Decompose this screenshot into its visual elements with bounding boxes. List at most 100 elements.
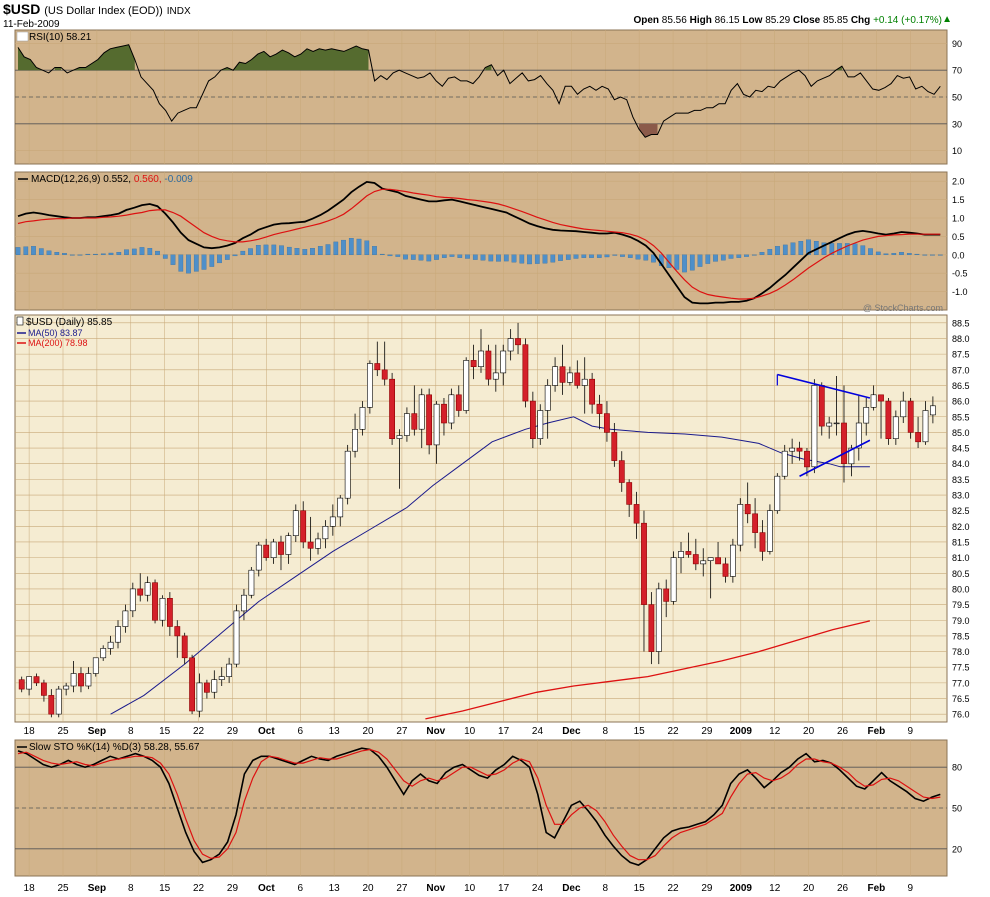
macd-histogram-bar [519, 254, 525, 264]
macd-histogram-bar [100, 253, 106, 255]
macd-histogram-bar [441, 254, 447, 258]
watermark: @ StockCharts.com [863, 303, 943, 313]
macd-histogram-bar [620, 254, 625, 257]
macd-histogram-bar [317, 246, 323, 255]
x-tick-label: 22 [193, 726, 205, 737]
x-tick-label: 10 [464, 883, 476, 894]
macd-histogram-bar [379, 253, 385, 255]
x-tick-label: 15 [159, 726, 171, 737]
candle-up [196, 682, 203, 712]
candle-down [189, 657, 195, 712]
rsi-overbought-area [485, 64, 492, 71]
candle-down [307, 541, 314, 549]
bottom-x-axis: 18 25 Sep 8 15 22 29 Oct 6 13 20 27 Nov 10 17 24 Dec 8 15 2… [24, 883, 914, 894]
macd-histogram-bar [116, 252, 122, 255]
x-tick-label: 6 [297, 726, 303, 737]
close-label: Close [793, 15, 821, 26]
candle-up [55, 688, 62, 715]
exchange-label: INDX [166, 6, 191, 17]
x-tick-label: 18 [24, 883, 36, 894]
x-tick-label: Feb [868, 726, 886, 737]
macd-histogram-bar [372, 246, 377, 255]
macd-histogram-bar [844, 243, 850, 255]
rsi-overbought-area [18, 47, 43, 71]
macd-histogram-bar [713, 254, 718, 262]
candle-down [648, 604, 655, 652]
x-tick-label: 22 [193, 883, 205, 894]
candle-down [603, 413, 610, 433]
macd-histogram-bar [589, 254, 594, 258]
candle-up [270, 541, 277, 558]
rsi-legend-swatch [16, 31, 29, 42]
macd-histogram-bar [635, 254, 641, 260]
candle-down [589, 378, 595, 405]
candle-down [389, 378, 395, 440]
candle-up [544, 385, 551, 411]
y-tick-label: 88.0 [952, 334, 970, 344]
macd-histogram-bar [697, 254, 703, 267]
ma200-line [425, 620, 871, 720]
candle-up [344, 450, 351, 499]
candle-down [174, 626, 181, 637]
x-tick-label: 8 [602, 726, 608, 737]
macd-histogram-bar [798, 241, 804, 255]
y-tick-label: 84.0 [952, 459, 970, 469]
macd-histogram-bar [302, 249, 308, 255]
candle-up [85, 673, 92, 687]
low-label: Low [742, 15, 763, 26]
macd-histogram-bar [93, 253, 98, 255]
macd-histogram-bar [705, 254, 711, 264]
candle-down [137, 588, 144, 596]
x-tick-label: 8 [602, 883, 608, 894]
stoch-d-line [17, 748, 941, 861]
y-tick-label: 83.5 [952, 475, 970, 485]
candle-up [581, 378, 588, 386]
macd-histogram-bar [821, 242, 827, 255]
y-tick-label: 80.0 [952, 584, 970, 594]
macd-histogram-bar [108, 252, 114, 255]
y-tick-label: 88.5 [952, 318, 970, 328]
y-tick-label: 79.0 [952, 616, 970, 626]
candle-up [292, 510, 299, 537]
candle-up [144, 582, 151, 596]
candle-up [774, 475, 781, 511]
rsi-overbought-area [220, 46, 369, 71]
x-tick-label: 26 [837, 726, 849, 737]
y-tick-label: 78.0 [952, 647, 970, 657]
candle-down [167, 597, 173, 627]
candle-up [122, 610, 129, 627]
macd-histogram-bar [883, 253, 889, 255]
candle-down [78, 673, 84, 687]
x-tick-label: 13 [329, 726, 341, 737]
candle-up [507, 338, 514, 352]
candle-down [878, 394, 884, 402]
y-tick-label: 77.5 [952, 663, 970, 673]
ma50-line [110, 416, 870, 715]
candle-up [337, 497, 344, 518]
candle-down [515, 338, 521, 346]
macd-histogram-bar [449, 254, 455, 257]
candle-up [418, 394, 425, 430]
candle-down [618, 460, 625, 483]
macd-histogram-bar [162, 254, 168, 259]
rsi-oversold-area [639, 123, 658, 138]
macd-histogram-bar [875, 251, 881, 255]
y-tick-label: 76.0 [952, 710, 970, 720]
macd-histogram-bar [387, 254, 393, 257]
candle-down [685, 551, 692, 555]
candle-up [63, 685, 70, 690]
rsi-overbought-area [54, 67, 61, 71]
macd-histogram-bar [46, 250, 52, 255]
macd-histogram-bar [186, 254, 191, 274]
candle-down [596, 403, 603, 414]
y-tick-label: -0.5 [952, 269, 968, 279]
macd-histogram-bar [775, 246, 780, 255]
macd-histogram-bar [790, 242, 796, 255]
macd-histogram-bar [418, 254, 424, 261]
macd-histogram-bar [511, 254, 517, 263]
macd-histogram-bar [480, 254, 486, 261]
macd-histogram-bar [689, 254, 695, 271]
candle-down [692, 554, 699, 565]
y-tick-label: 81.0 [952, 553, 970, 563]
macd-histogram-bar [604, 254, 610, 258]
